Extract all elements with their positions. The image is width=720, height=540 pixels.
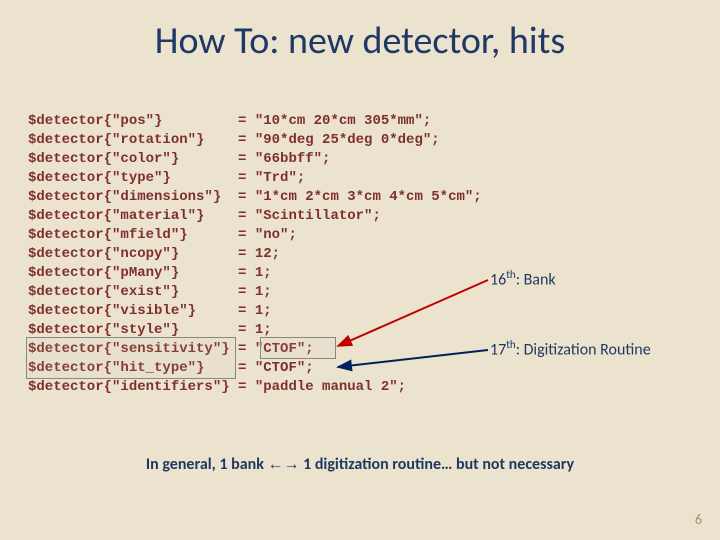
annotation-digit-suffix: th — [506, 338, 515, 351]
annotation-bank-suffix: th — [506, 268, 515, 281]
footer-pre: In general, 1 bank — [146, 455, 268, 474]
slide-title: How To: new detector, hits — [0, 0, 720, 64]
annotation-digit-ord: 17 — [490, 340, 506, 359]
annotation-digit-label: : Digitization Routine — [516, 340, 651, 359]
annotation-bank: 16th: Bank — [490, 268, 556, 289]
annotation-digit: 17th: Digitization Routine — [490, 338, 651, 359]
highlight-box-left — [26, 337, 236, 379]
highlight-box-right — [260, 337, 336, 359]
annotation-bank-ord: 16 — [490, 270, 506, 289]
footer-post: 1 digitization routine… but not necessar… — [299, 455, 574, 474]
footer-text: In general, 1 bank ←→ 1 digitization rou… — [0, 455, 720, 474]
annotation-bank-label: : Bank — [516, 270, 556, 289]
footer-arrows: ←→ — [267, 456, 299, 473]
page-number: 6 — [695, 511, 702, 528]
